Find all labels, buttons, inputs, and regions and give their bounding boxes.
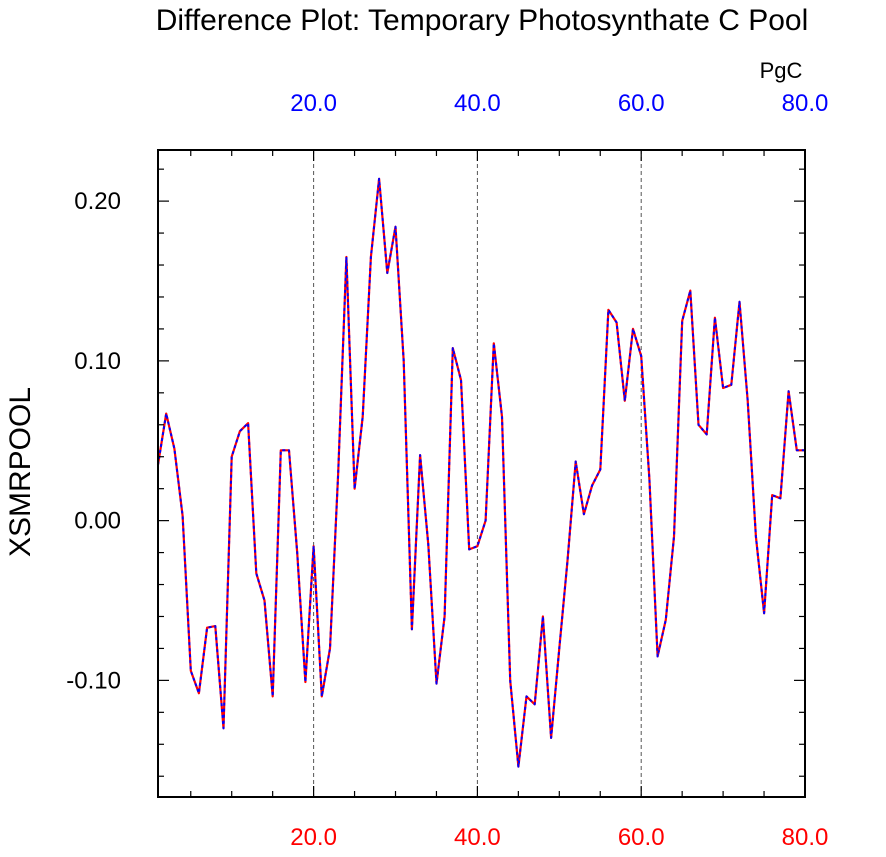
x-tick-label-bottom: 80.0 bbox=[782, 824, 829, 851]
x-tick-label-top: 40.0 bbox=[454, 90, 501, 117]
y-tick-label: 0.20 bbox=[74, 188, 121, 215]
y-tick-label: 0.10 bbox=[74, 348, 121, 375]
x-tick-label-bottom: 60.0 bbox=[618, 824, 665, 851]
y-axis-label: XSMRPOOL bbox=[4, 387, 37, 557]
y-tick-label: 0.00 bbox=[74, 508, 121, 535]
series-line-control bbox=[157, 177, 805, 768]
series-layer bbox=[156, 177, 805, 768]
tick-labels-layer: 20.0 20.0 40.0 40.0 60.0 60.0 80.0 80.0 0.20 0.10… bbox=[66, 90, 828, 851]
grid-layer bbox=[313, 150, 642, 797]
y-tick-label: -0.10 bbox=[66, 667, 121, 694]
x-tick-label-top: 80.0 bbox=[782, 90, 829, 117]
chart-title: Difference Plot: Temporary Photosynthate… bbox=[156, 4, 809, 37]
x-tick-label-top: 60.0 bbox=[618, 90, 665, 117]
x-tick-label-bottom: 20.0 bbox=[290, 824, 337, 851]
units-label: PgC bbox=[760, 58, 803, 83]
plot-frame bbox=[157, 149, 806, 798]
x-tick-label-bottom: 40.0 bbox=[454, 824, 501, 851]
x-tick-label-top: 20.0 bbox=[290, 90, 337, 117]
